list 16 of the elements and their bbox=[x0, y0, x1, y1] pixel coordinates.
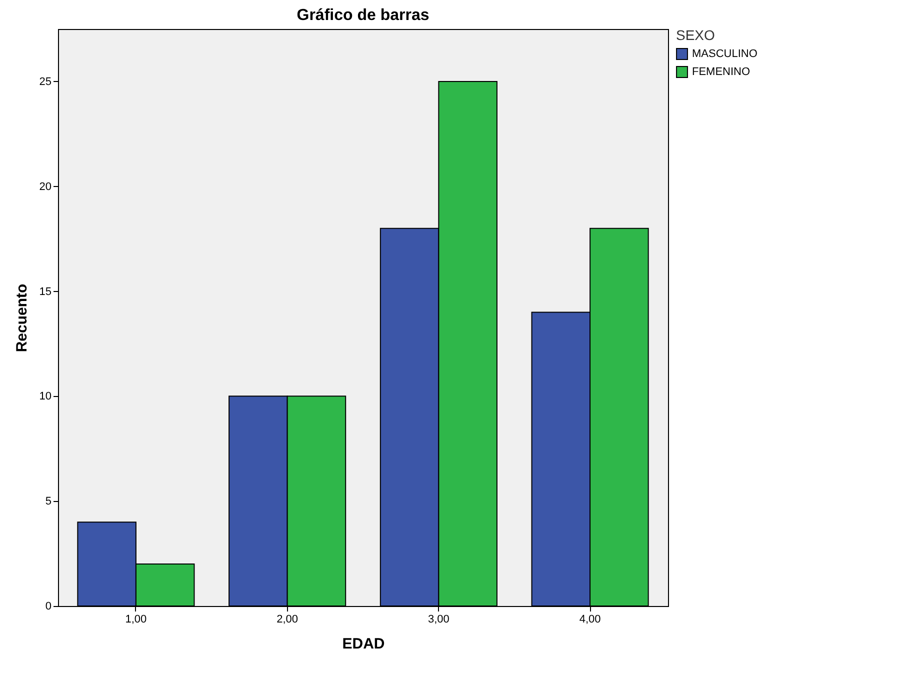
legend-label: MASCULINO bbox=[692, 48, 758, 60]
y-tick-label: 5 bbox=[45, 496, 52, 508]
y-tick-label: 25 bbox=[39, 76, 52, 88]
y-tick-label: 0 bbox=[45, 600, 52, 612]
y-axis-title: Recuento bbox=[13, 284, 30, 352]
legend-title: SEXO bbox=[676, 27, 716, 43]
y-tick-label: 20 bbox=[39, 180, 52, 193]
x-tick-label: 1,00 bbox=[125, 614, 147, 626]
y-tick-label: 10 bbox=[39, 390, 52, 403]
x-tick-label: 4,00 bbox=[579, 614, 601, 626]
legend-label: FEMENINO bbox=[692, 66, 750, 78]
x-tick-label: 3,00 bbox=[428, 614, 450, 626]
x-tick-label: 2,00 bbox=[276, 614, 298, 626]
x-axis-title: EDAD bbox=[342, 636, 385, 652]
y-tick-label: 15 bbox=[39, 286, 52, 298]
chart-title: Gráfico de barras bbox=[296, 7, 430, 24]
